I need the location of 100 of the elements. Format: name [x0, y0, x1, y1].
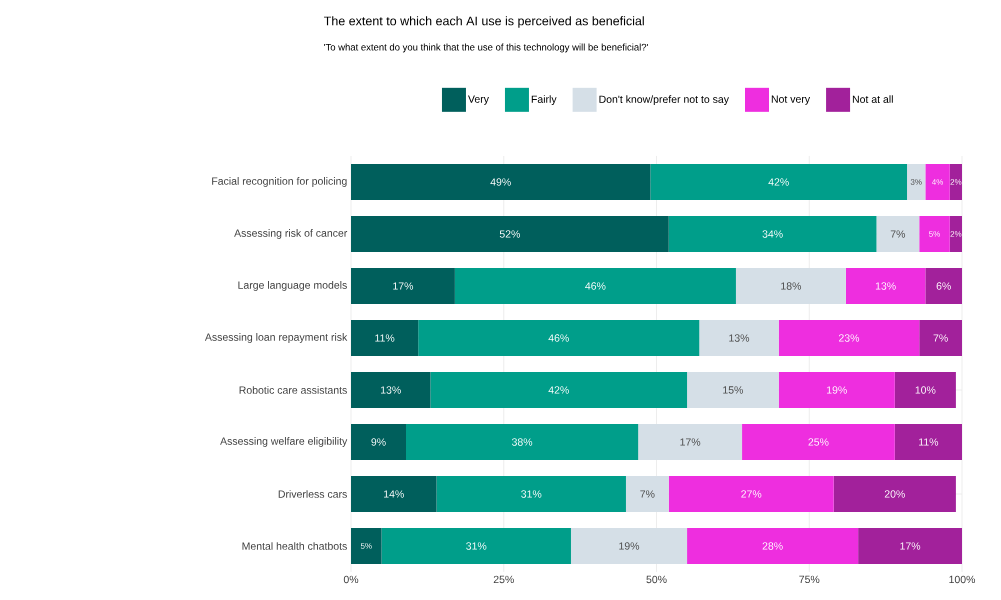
y-tick-label: Facial recognition for policing — [212, 177, 347, 187]
bar — [687, 371, 779, 408]
bar — [436, 475, 626, 512]
legend-label: Not at all — [852, 95, 893, 103]
bar — [351, 267, 455, 304]
data-label: 2% — [950, 231, 962, 237]
data-label: 7% — [640, 490, 655, 498]
data-label: 5% — [360, 543, 372, 549]
x-tick-label: 50% — [646, 575, 667, 584]
x-tick-label: 75% — [799, 575, 820, 584]
data-label: 3% — [910, 179, 922, 185]
bar — [430, 371, 688, 408]
data-label: 38% — [511, 438, 533, 446]
bar — [919, 215, 950, 252]
data-label: 46% — [585, 282, 606, 290]
bar — [351, 475, 437, 512]
data-label: 31% — [521, 490, 542, 498]
data-label: 17% — [393, 282, 414, 290]
bar — [668, 475, 834, 512]
bar — [925, 267, 963, 304]
bar — [638, 423, 743, 460]
bar — [406, 423, 639, 460]
bar — [949, 215, 963, 252]
data-label: 25% — [808, 438, 829, 446]
bar — [381, 527, 571, 564]
chart-title: The extent to which each AI use is perceived as beneficial — [323, 16, 644, 28]
bar — [778, 371, 895, 408]
data-label: 19% — [619, 542, 640, 550]
data-label: 28% — [762, 542, 783, 550]
y-tick-label: Mental health chatbots — [242, 542, 347, 550]
bar — [650, 163, 908, 200]
data-label: 17% — [680, 438, 701, 446]
bar — [925, 163, 950, 200]
data-label: 46% — [548, 334, 569, 342]
y-tick-label: Driverless cars — [278, 490, 347, 498]
bar — [845, 267, 926, 304]
data-label: 7% — [890, 230, 906, 238]
bar — [351, 215, 669, 252]
data-label: 2% — [950, 179, 962, 185]
data-label: 9% — [371, 438, 386, 446]
data-label: 7% — [933, 334, 948, 342]
bar — [699, 319, 779, 356]
bar — [742, 423, 895, 460]
data-label: 20% — [884, 490, 905, 498]
bar — [687, 527, 859, 564]
bar — [907, 163, 926, 200]
bar — [351, 371, 431, 408]
bar — [735, 267, 846, 304]
y-tick-label: Assessing risk of cancer — [234, 229, 348, 239]
y-tick-label: Large language models — [238, 281, 347, 291]
bar — [351, 319, 419, 356]
bar — [876, 215, 920, 252]
bar — [894, 371, 956, 408]
x-tick-label: 0% — [343, 575, 359, 584]
data-label: 17% — [900, 542, 921, 550]
legend-label: Not very — [771, 95, 811, 105]
y-tick-label: Assessing welfare eligibility — [220, 437, 348, 447]
data-label: 42% — [768, 178, 789, 186]
data-label: 6% — [936, 282, 951, 290]
legend-label: Very — [468, 95, 489, 105]
bar — [949, 163, 963, 200]
data-label: 52% — [499, 230, 520, 238]
bar — [894, 423, 963, 460]
data-label: 49% — [490, 178, 511, 186]
data-label: 34% — [762, 230, 783, 238]
bar — [858, 527, 963, 564]
data-label: 23% — [838, 334, 860, 342]
legend-label: Don't know/prefer not to say — [599, 95, 729, 106]
data-label: 13% — [729, 334, 750, 342]
data-label: 14% — [384, 490, 404, 498]
data-label: 11% — [375, 334, 395, 342]
data-label: 13% — [381, 386, 401, 394]
data-label: 19% — [827, 386, 847, 394]
y-tick-label: Robotic care assistants — [239, 386, 347, 394]
bar — [570, 527, 688, 564]
chart-subtitle: 'To what extent do you think that the use of this technology will be beneficial?' — [324, 43, 648, 53]
data-label: 4% — [931, 179, 944, 185]
data-label: 10% — [915, 386, 936, 394]
bar — [668, 215, 877, 252]
data-label: 15% — [723, 386, 744, 394]
bar — [418, 319, 700, 356]
legend-label: Fairly — [531, 95, 557, 106]
data-label: 31% — [466, 542, 487, 550]
x-tick-label: 25% — [493, 575, 514, 584]
bar — [454, 267, 736, 304]
data-label: 27% — [741, 490, 762, 498]
bar — [919, 319, 963, 356]
data-label: 11% — [919, 438, 939, 446]
data-label: 42% — [548, 386, 569, 394]
bar — [833, 475, 956, 512]
bar — [351, 163, 651, 200]
bar — [351, 423, 406, 460]
data-label: 5% — [929, 231, 940, 237]
data-label: 18% — [781, 282, 802, 290]
bar — [778, 319, 920, 356]
y-tick-label: Assessing loan repayment risk — [204, 333, 348, 343]
data-label: 13% — [875, 282, 896, 290]
bar — [351, 527, 382, 564]
x-tick-label: 100% — [949, 575, 976, 584]
bar — [625, 475, 669, 512]
